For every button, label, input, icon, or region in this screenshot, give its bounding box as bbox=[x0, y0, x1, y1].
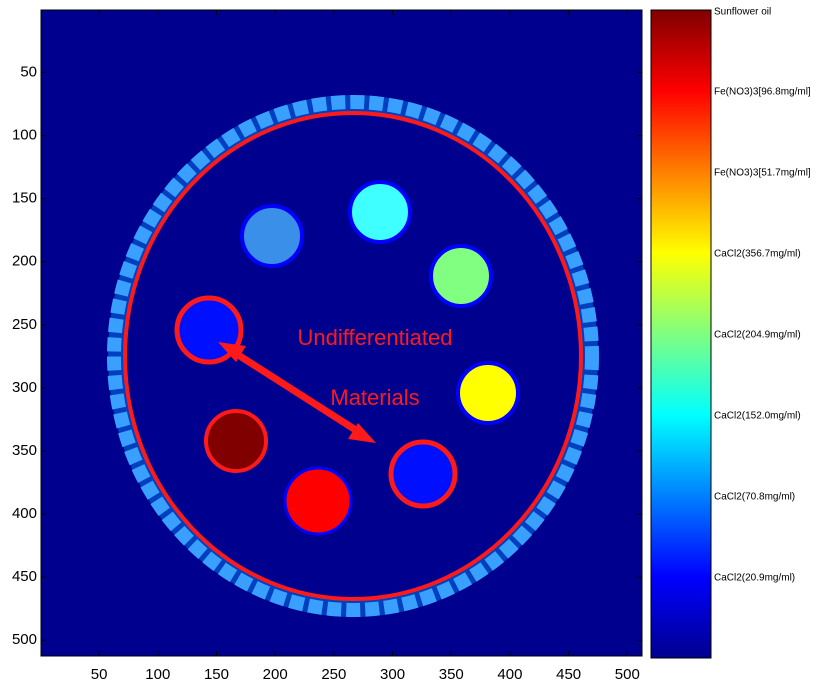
x-tick-label: 50 bbox=[91, 666, 108, 683]
figure: Undifferentiated Materials 50 100 150 200 25… bbox=[0, 0, 816, 686]
x-tick-label: 200 bbox=[263, 666, 288, 683]
colorbar-label: CaCl2(20.9mg/ml) bbox=[714, 573, 795, 584]
sample bbox=[350, 182, 410, 242]
x-tick-label: 100 bbox=[145, 666, 170, 683]
y-tick-label: 250 bbox=[12, 316, 37, 333]
x-tick-label: 350 bbox=[439, 666, 464, 683]
colorbar-label: CaCl2(152.0mg/ml) bbox=[714, 411, 801, 422]
x-tick-label: 150 bbox=[204, 666, 229, 683]
sample bbox=[242, 206, 302, 266]
y-tick-label: 300 bbox=[12, 379, 37, 396]
y-tick-label: 450 bbox=[12, 568, 37, 585]
sample bbox=[206, 411, 266, 471]
x-tick-label: 500 bbox=[615, 666, 640, 683]
x-tick-label: 450 bbox=[556, 666, 581, 683]
sample bbox=[391, 442, 455, 506]
annotation: Materials bbox=[330, 385, 419, 410]
y-tick-label: 50 bbox=[20, 63, 37, 80]
colorbar-label: Fe(NO3)3[51.7mg/ml] bbox=[714, 168, 811, 179]
y-tick-label: 350 bbox=[12, 442, 37, 459]
y-tick-label: 400 bbox=[12, 505, 37, 522]
y-tick-label: 100 bbox=[12, 127, 37, 144]
colorbar-label: CaCl2(204.9mg/ml) bbox=[714, 330, 801, 341]
colorbar bbox=[651, 10, 711, 658]
y-tick-label: 500 bbox=[12, 631, 37, 648]
colorbar-label: CaCl2(356.7mg/ml) bbox=[714, 249, 801, 260]
colorbar-label: CaCl2(70.8mg/ml) bbox=[714, 492, 795, 503]
annotation: Undifferentiated bbox=[298, 325, 453, 350]
x-tick-label: 400 bbox=[497, 666, 522, 683]
sample bbox=[458, 363, 518, 423]
x-tick-label: 250 bbox=[321, 666, 346, 683]
sample bbox=[431, 246, 491, 306]
colorbar-label: Sunflower oil bbox=[714, 7, 771, 18]
x-tick-label: 300 bbox=[380, 666, 405, 683]
colorbar-label: Fe(NO3)3[96.8mg/ml] bbox=[714, 87, 811, 98]
y-tick-label: 200 bbox=[12, 253, 37, 270]
y-tick-label: 150 bbox=[12, 190, 37, 207]
sample bbox=[285, 468, 351, 534]
